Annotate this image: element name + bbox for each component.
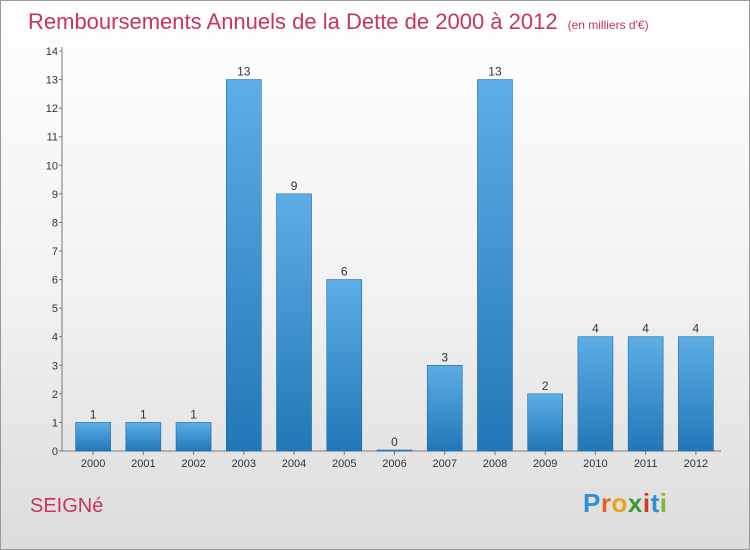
x-tick-label: 2012 xyxy=(684,458,708,470)
bar xyxy=(627,336,664,452)
y-tick-label: 1 xyxy=(52,417,58,429)
bar xyxy=(477,79,513,452)
data-label: 1 xyxy=(190,407,197,421)
x-tick-label: 2011 xyxy=(634,458,658,470)
bar xyxy=(75,422,111,452)
bar xyxy=(175,422,212,452)
data-label: 13 xyxy=(237,65,251,79)
y-tick-label: 9 xyxy=(52,189,58,201)
data-label: 4 xyxy=(642,322,649,336)
y-tick-label: 3 xyxy=(52,360,58,372)
x-tick-label: 2006 xyxy=(382,458,406,470)
y-tick-label: 10 xyxy=(46,160,58,172)
title-text: Remboursements Annuels de la Dette de 20… xyxy=(28,9,558,34)
logo-letter: i xyxy=(642,488,651,518)
y-tick-label: 13 xyxy=(46,75,58,87)
data-label: 1 xyxy=(140,407,147,421)
proxiti-logo: Proxiti xyxy=(583,488,667,519)
y-tick-label: 8 xyxy=(52,217,58,229)
bar xyxy=(226,79,262,452)
x-tick-label: 2005 xyxy=(332,458,356,470)
bar xyxy=(426,364,463,452)
chart-title: Remboursements Annuels de la Dette de 20… xyxy=(28,9,649,35)
x-tick-label: 2009 xyxy=(533,458,557,470)
data-label: 0 xyxy=(391,435,398,449)
data-label: 2 xyxy=(542,379,549,393)
bar xyxy=(276,193,312,452)
y-tick-label: 0 xyxy=(52,446,58,458)
x-tick-label: 2010 xyxy=(583,458,607,470)
data-label: 4 xyxy=(592,322,599,336)
y-tick-label: 7 xyxy=(52,246,58,258)
x-tick-label: 2002 xyxy=(181,458,205,470)
bar xyxy=(527,393,563,452)
logo-letter: o xyxy=(611,488,628,518)
y-tick-label: 5 xyxy=(52,303,58,315)
logo-letter: P xyxy=(583,488,601,518)
logo-letter: i xyxy=(659,488,668,518)
x-tick-label: 2003 xyxy=(232,458,256,470)
x-tick-label: 2004 xyxy=(282,458,306,470)
data-label: 6 xyxy=(341,265,348,279)
x-tick-label: 2007 xyxy=(432,458,456,470)
y-tick-label: 12 xyxy=(46,103,58,115)
bar xyxy=(577,336,614,452)
x-tick-label: 2008 xyxy=(483,458,507,470)
logo-letter: t xyxy=(650,488,660,518)
commune-name: SEIGNé xyxy=(30,495,104,517)
data-label: 1 xyxy=(90,407,97,421)
data-label: 13 xyxy=(488,65,502,79)
x-tick-label: 2000 xyxy=(81,458,105,470)
logo-letter: r xyxy=(600,488,612,518)
bar xyxy=(326,279,363,452)
unit-text: (en milliers d'€) xyxy=(567,18,649,32)
y-tick-label: 6 xyxy=(52,275,58,287)
data-label: 9 xyxy=(291,179,298,193)
x-tick-label: 2001 xyxy=(131,458,155,470)
bar xyxy=(376,449,413,452)
data-label: 3 xyxy=(441,350,448,364)
bar xyxy=(678,336,714,452)
y-tick-label: 14 xyxy=(46,46,58,58)
y-tick-label: 4 xyxy=(52,332,58,344)
bar xyxy=(125,422,162,452)
logo-letter: x xyxy=(627,488,643,518)
data-label: 4 xyxy=(693,322,700,336)
y-tick-label: 11 xyxy=(47,132,58,144)
y-tick-label: 2 xyxy=(52,389,58,401)
